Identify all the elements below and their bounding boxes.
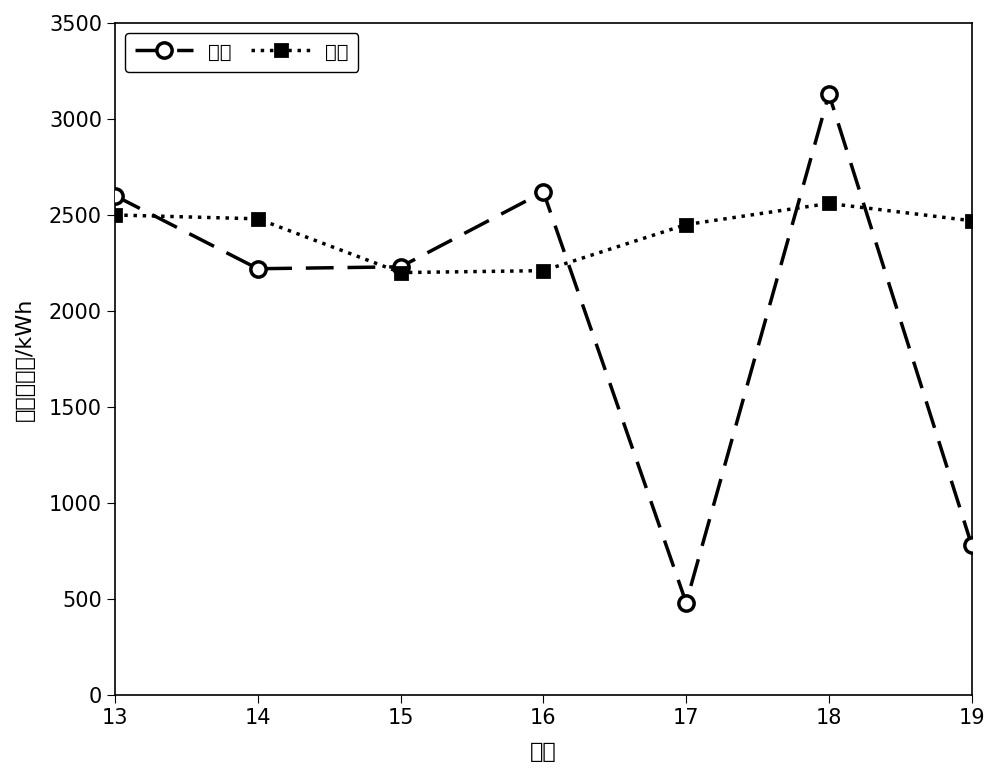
负荷 (395, 268, 407, 277)
光伏 (680, 598, 692, 608)
光伏 (537, 187, 549, 197)
负荷 (252, 214, 264, 224)
Y-axis label: 能量预测值/kWh: 能量预测值/kWh (15, 298, 35, 420)
负荷 (966, 216, 978, 225)
负荷 (680, 220, 692, 229)
Legend: 光伏, 负荷: 光伏, 负荷 (125, 33, 358, 71)
负荷 (109, 211, 121, 220)
光伏 (109, 191, 121, 200)
光伏 (252, 264, 264, 274)
Line: 光伏: 光伏 (107, 86, 979, 611)
负荷 (537, 266, 549, 275)
Line: 负荷: 负荷 (109, 197, 978, 279)
负荷 (823, 199, 835, 208)
光伏 (395, 262, 407, 271)
光伏 (823, 89, 835, 99)
光伏 (966, 541, 978, 550)
X-axis label: 天数: 天数 (530, 742, 557, 762)
